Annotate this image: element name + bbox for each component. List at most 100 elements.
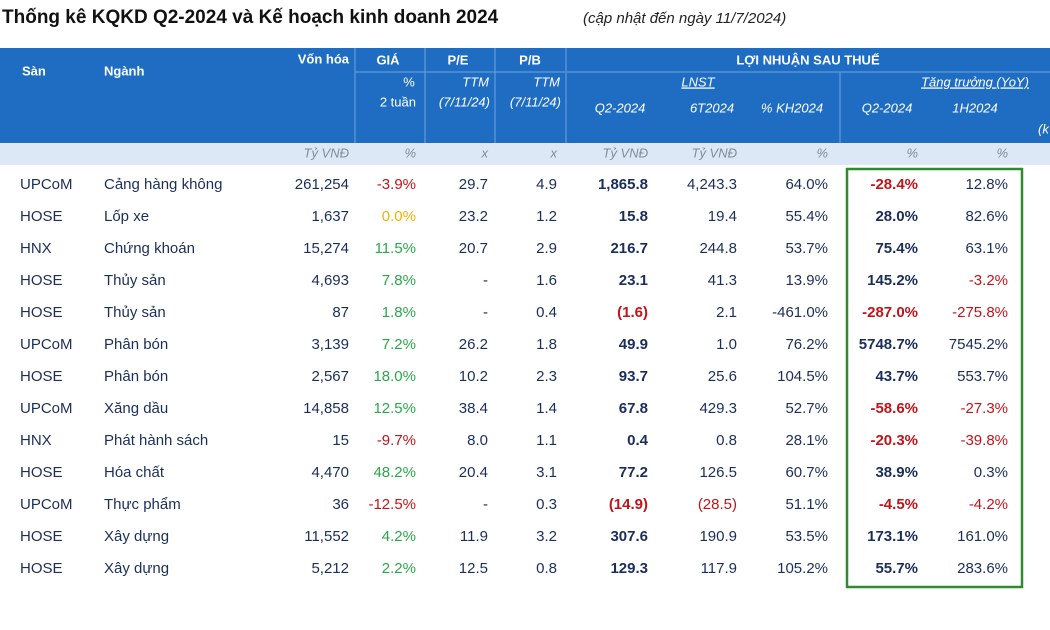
cell-value: 10.2 bbox=[459, 368, 488, 385]
cell-value: 28.0% bbox=[875, 208, 918, 225]
header: % bbox=[403, 74, 415, 89]
cell-value: 2.1 bbox=[716, 304, 737, 321]
row-label: HOSE bbox=[20, 272, 63, 289]
cell-value: 12.8% bbox=[965, 176, 1008, 193]
row-label: Hóa chất bbox=[104, 464, 165, 481]
cell-value: -275.8% bbox=[952, 304, 1008, 321]
cell-value: 25.6 bbox=[708, 368, 737, 385]
cell-value: 1.8% bbox=[382, 304, 416, 321]
row-label: Xăng dầu bbox=[104, 400, 168, 417]
unit-label: Tỷ VNĐ bbox=[304, 145, 350, 160]
cell-value: 2.9 bbox=[536, 240, 557, 257]
cell-value: 64.0% bbox=[785, 176, 828, 193]
cell-value: 15.8 bbox=[619, 208, 648, 225]
cell-value: 60.7% bbox=[785, 464, 828, 481]
cell-value: - bbox=[483, 496, 488, 513]
unit-label: x bbox=[481, 145, 489, 160]
row-label: UPCoM bbox=[20, 496, 73, 513]
cell-value: 1.0 bbox=[716, 336, 737, 353]
cell-value: 82.6% bbox=[965, 208, 1008, 225]
cell-value: 12.5 bbox=[459, 560, 488, 577]
row-label: Phát hành sách bbox=[104, 432, 208, 449]
cell-value: 4,693 bbox=[311, 272, 349, 289]
row-label: Xây dựng bbox=[104, 560, 169, 577]
row-label: Phân bón bbox=[104, 336, 168, 353]
header: (7/11/24) bbox=[439, 94, 490, 109]
row-label: UPCoM bbox=[20, 176, 73, 193]
cell-value: 23.1 bbox=[619, 272, 648, 289]
row-label: Thủy sản bbox=[104, 304, 166, 321]
cell-value: 2,567 bbox=[311, 368, 349, 385]
header: LNST bbox=[681, 74, 715, 89]
cell-value: -4.5% bbox=[879, 496, 918, 513]
unit-label: % bbox=[816, 145, 828, 160]
row-label: HOSE bbox=[20, 528, 63, 545]
header: Tăng trưởng (YoY) bbox=[921, 74, 1029, 89]
cell-value: 18.0% bbox=[373, 368, 416, 385]
cell-value: -3.2% bbox=[969, 272, 1008, 289]
cell-value: 87 bbox=[332, 304, 349, 321]
cell-value: -27.3% bbox=[960, 400, 1008, 417]
cell-value: 3.1 bbox=[536, 464, 557, 481]
cell-value: 261,254 bbox=[295, 176, 349, 193]
cell-value: 28.1% bbox=[785, 432, 828, 449]
cell-value: - bbox=[483, 304, 488, 321]
header: P/E bbox=[448, 52, 469, 67]
units-band bbox=[0, 143, 1050, 165]
cell-value: 307.6 bbox=[610, 528, 648, 545]
cell-value: 93.7 bbox=[619, 368, 648, 385]
cell-value: 126.5 bbox=[699, 464, 737, 481]
cell-value: 4,243.3 bbox=[687, 176, 737, 193]
cell-value: -20.3% bbox=[870, 432, 918, 449]
cell-value: 0.8 bbox=[716, 432, 737, 449]
header: % KH2024 bbox=[761, 100, 823, 115]
header: 2 tuần bbox=[380, 94, 416, 109]
cell-value: -39.8% bbox=[960, 432, 1008, 449]
row-label: Cảng hàng không bbox=[104, 176, 222, 193]
header: Q2-2024 bbox=[862, 100, 913, 115]
row-label: Lốp xe bbox=[104, 208, 149, 225]
cell-value: 5748.7% bbox=[859, 336, 918, 353]
cell-value: 53.5% bbox=[785, 528, 828, 545]
cell-value: 3,139 bbox=[311, 336, 349, 353]
header: (k bbox=[1038, 121, 1050, 136]
cell-value: 15 bbox=[332, 432, 349, 449]
cell-value: 161.0% bbox=[957, 528, 1008, 545]
cell-value: -58.6% bbox=[870, 400, 918, 417]
header: LỢI NHUẬN SAU THUẾ bbox=[736, 52, 880, 67]
header-lines bbox=[354, 48, 1050, 143]
cell-value: -9.7% bbox=[377, 432, 416, 449]
row-label: HOSE bbox=[20, 560, 63, 577]
cell-value: (1.6) bbox=[617, 304, 648, 321]
cell-value: 76.2% bbox=[785, 336, 828, 353]
header: (7/11/24) bbox=[510, 94, 561, 109]
cell-value: 8.0 bbox=[467, 432, 488, 449]
cell-value: (14.9) bbox=[609, 496, 648, 513]
cell-value: 1,865.8 bbox=[598, 176, 648, 193]
cell-value: 1.2 bbox=[536, 208, 557, 225]
cell-value: 1.8 bbox=[536, 336, 557, 353]
row-label: HOSE bbox=[20, 208, 63, 225]
cell-value: 0.0% bbox=[382, 208, 416, 225]
cell-value: 4.9 bbox=[536, 176, 557, 193]
cell-value: -12.5% bbox=[368, 496, 416, 513]
cell-value: 63.1% bbox=[965, 240, 1008, 257]
cell-value: 429.3 bbox=[699, 400, 737, 417]
cell-value: 38.4 bbox=[459, 400, 488, 417]
cell-value: 7.2% bbox=[382, 336, 416, 353]
cell-value: 36 bbox=[332, 496, 349, 513]
header: Vốn hóa bbox=[298, 51, 350, 66]
cell-value: 20.4 bbox=[459, 464, 488, 481]
title: Thống kê KQKD Q2-2024 và Kế hoạch kinh d… bbox=[2, 7, 499, 28]
cell-value: 49.9 bbox=[619, 336, 648, 353]
cell-value: 51.1% bbox=[785, 496, 828, 513]
cell-value: 283.6% bbox=[957, 560, 1008, 577]
cell-value: 20.7 bbox=[459, 240, 488, 257]
cell-value: 104.5% bbox=[777, 368, 828, 385]
row-label: Phân bón bbox=[104, 368, 168, 385]
unit-label: % bbox=[906, 145, 918, 160]
row-label: Thực phẩm bbox=[104, 496, 181, 513]
unit-label: Tỷ VNĐ bbox=[603, 145, 649, 160]
row-label: Chứng khoán bbox=[104, 240, 195, 257]
